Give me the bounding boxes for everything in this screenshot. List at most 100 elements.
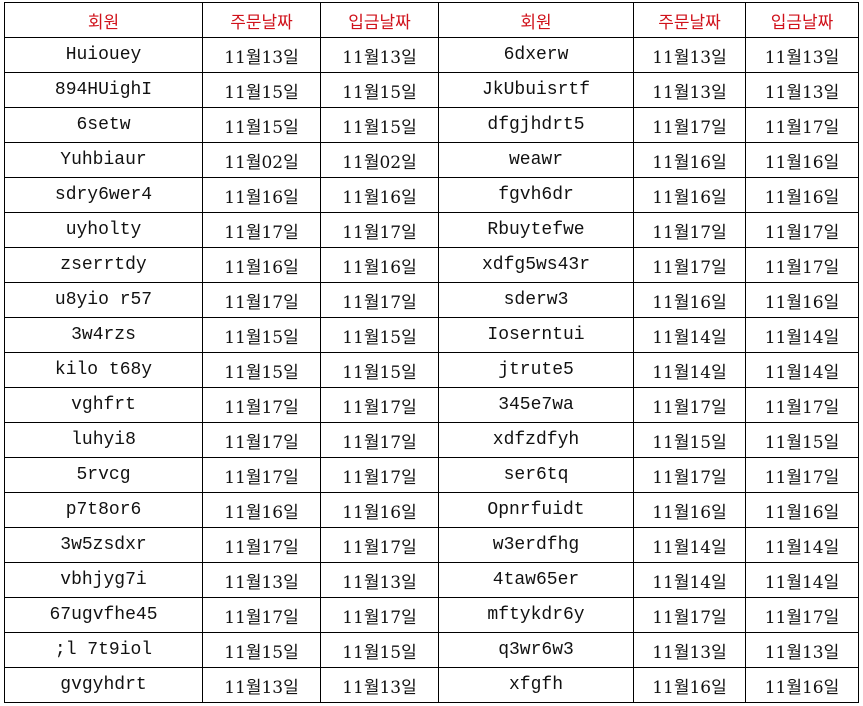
- cell-member[interactable]: luhyi8: [4, 422, 203, 458]
- cell-payment-date-2[interactable]: 11월16일: [745, 282, 859, 318]
- cell-payment-date-2[interactable]: 11월15일: [745, 422, 859, 458]
- cell-member-2[interactable]: weawr: [438, 142, 634, 178]
- cell-member[interactable]: 5rvcg: [4, 457, 203, 493]
- cell-order-date[interactable]: 11월17일: [202, 212, 321, 248]
- cell-member[interactable]: 67ugvfhe45: [4, 597, 203, 633]
- cell-member[interactable]: 3w4rzs: [4, 317, 203, 353]
- cell-payment-date-2[interactable]: 11월14일: [745, 527, 859, 563]
- cell-order-date-2[interactable]: 11월13일: [633, 72, 746, 108]
- cell-payment-date[interactable]: 11월15일: [320, 352, 439, 388]
- cell-order-date-2[interactable]: 11월15일: [633, 422, 746, 458]
- cell-order-date[interactable]: 11월15일: [202, 107, 321, 143]
- cell-order-date-2[interactable]: 11월16일: [633, 667, 746, 703]
- cell-member-2[interactable]: w3erdfhg: [438, 527, 634, 563]
- cell-payment-date-2[interactable]: 11월14일: [745, 562, 859, 598]
- cell-member[interactable]: kilo t68y: [4, 352, 203, 388]
- cell-payment-date[interactable]: 11월15일: [320, 632, 439, 668]
- cell-member-2[interactable]: Ioserntui: [438, 317, 634, 353]
- cell-payment-date-2[interactable]: 11월13일: [745, 37, 859, 73]
- cell-member[interactable]: 3w5zsdxr: [4, 527, 203, 563]
- cell-payment-date[interactable]: 11월17일: [320, 527, 439, 563]
- cell-payment-date[interactable]: 11월16일: [320, 177, 439, 213]
- cell-member[interactable]: Huiouey: [4, 37, 203, 73]
- cell-payment-date-2[interactable]: 11월17일: [745, 247, 859, 283]
- cell-member[interactable]: vbhjyg7i: [4, 562, 203, 598]
- cell-order-date[interactable]: 11월17일: [202, 387, 321, 423]
- cell-order-date-2[interactable]: 11월17일: [633, 107, 746, 143]
- cell-order-date[interactable]: 11월17일: [202, 422, 321, 458]
- cell-member[interactable]: ;l 7t9iol: [4, 632, 203, 668]
- cell-order-date-2[interactable]: 11월14일: [633, 527, 746, 563]
- cell-member-2[interactable]: 6dxerw: [438, 37, 634, 73]
- cell-payment-date[interactable]: 11월15일: [320, 317, 439, 353]
- cell-payment-date-2[interactable]: 11월17일: [745, 107, 859, 143]
- cell-order-date[interactable]: 11월02일: [202, 142, 321, 178]
- cell-payment-date[interactable]: 11월17일: [320, 212, 439, 248]
- cell-order-date[interactable]: 11월15일: [202, 72, 321, 108]
- cell-member[interactable]: 6setw: [4, 107, 203, 143]
- cell-member[interactable]: vghfrt: [4, 387, 203, 423]
- cell-order-date-2[interactable]: 11월17일: [633, 212, 746, 248]
- cell-order-date[interactable]: 11월15일: [202, 352, 321, 388]
- cell-member-2[interactable]: mftykdr6y: [438, 597, 634, 633]
- cell-payment-date[interactable]: 11월16일: [320, 492, 439, 528]
- cell-order-date-2[interactable]: 11월17일: [633, 247, 746, 283]
- cell-payment-date[interactable]: 11월15일: [320, 107, 439, 143]
- cell-payment-date-2[interactable]: 11월17일: [745, 212, 859, 248]
- cell-order-date[interactable]: 11월17일: [202, 457, 321, 493]
- cell-member-2[interactable]: ser6tq: [438, 457, 634, 493]
- cell-payment-date-2[interactable]: 11월16일: [745, 492, 859, 528]
- cell-member-2[interactable]: 345e7wa: [438, 387, 634, 423]
- cell-order-date-2[interactable]: 11월14일: [633, 317, 746, 353]
- cell-payment-date-2[interactable]: 11월16일: [745, 177, 859, 213]
- cell-member[interactable]: u8yio r57: [4, 282, 203, 318]
- cell-order-date[interactable]: 11월13일: [202, 37, 321, 73]
- cell-payment-date[interactable]: 11월13일: [320, 562, 439, 598]
- cell-payment-date[interactable]: 11월17일: [320, 457, 439, 493]
- cell-member-2[interactable]: Rbuytefwe: [438, 212, 634, 248]
- cell-order-date[interactable]: 11월16일: [202, 247, 321, 283]
- cell-member[interactable]: uyholty: [4, 212, 203, 248]
- cell-order-date-2[interactable]: 11월16일: [633, 142, 746, 178]
- cell-payment-date[interactable]: 11월15일: [320, 72, 439, 108]
- cell-payment-date-2[interactable]: 11월14일: [745, 352, 859, 388]
- cell-member-2[interactable]: Opnrfuidt: [438, 492, 634, 528]
- cell-payment-date[interactable]: 11월16일: [320, 247, 439, 283]
- cell-order-date[interactable]: 11월15일: [202, 632, 321, 668]
- cell-order-date[interactable]: 11월13일: [202, 562, 321, 598]
- cell-member-2[interactable]: fgvh6dr: [438, 177, 634, 213]
- cell-order-date-2[interactable]: 11월16일: [633, 177, 746, 213]
- cell-member-2[interactable]: xdfzdfyh: [438, 422, 634, 458]
- cell-order-date[interactable]: 11월13일: [202, 667, 321, 703]
- cell-order-date[interactable]: 11월15일: [202, 317, 321, 353]
- cell-payment-date-2[interactable]: 11월13일: [745, 72, 859, 108]
- cell-member-2[interactable]: 4taw65er: [438, 562, 634, 598]
- cell-order-date-2[interactable]: 11월17일: [633, 387, 746, 423]
- cell-member[interactable]: zserrtdy: [4, 247, 203, 283]
- cell-member-2[interactable]: xfgfh: [438, 667, 634, 703]
- cell-member-2[interactable]: sderw3: [438, 282, 634, 318]
- cell-order-date-2[interactable]: 11월14일: [633, 562, 746, 598]
- cell-payment-date[interactable]: 11월13일: [320, 667, 439, 703]
- cell-payment-date-2[interactable]: 11월17일: [745, 457, 859, 493]
- cell-member-2[interactable]: JkUbuisrtf: [438, 72, 634, 108]
- cell-member[interactable]: p7t8or6: [4, 492, 203, 528]
- cell-payment-date[interactable]: 11월17일: [320, 422, 439, 458]
- cell-order-date-2[interactable]: 11월16일: [633, 492, 746, 528]
- cell-member-2[interactable]: jtrute5: [438, 352, 634, 388]
- cell-payment-date[interactable]: 11월17일: [320, 597, 439, 633]
- cell-payment-date-2[interactable]: 11월16일: [745, 142, 859, 178]
- cell-order-date-2[interactable]: 11월14일: [633, 352, 746, 388]
- cell-member[interactable]: gvgyhdrt: [4, 667, 203, 703]
- cell-payment-date[interactable]: 11월13일: [320, 37, 439, 73]
- cell-order-date[interactable]: 11월16일: [202, 177, 321, 213]
- cell-order-date-2[interactable]: 11월16일: [633, 282, 746, 318]
- cell-order-date-2[interactable]: 11월17일: [633, 457, 746, 493]
- cell-order-date[interactable]: 11월16일: [202, 492, 321, 528]
- cell-payment-date-2[interactable]: 11월17일: [745, 387, 859, 423]
- cell-payment-date-2[interactable]: 11월14일: [745, 317, 859, 353]
- cell-order-date[interactable]: 11월17일: [202, 597, 321, 633]
- cell-payment-date[interactable]: 11월02일: [320, 142, 439, 178]
- cell-member-2[interactable]: dfgjhdrt5: [438, 107, 634, 143]
- cell-payment-date-2[interactable]: 11월13일: [745, 632, 859, 668]
